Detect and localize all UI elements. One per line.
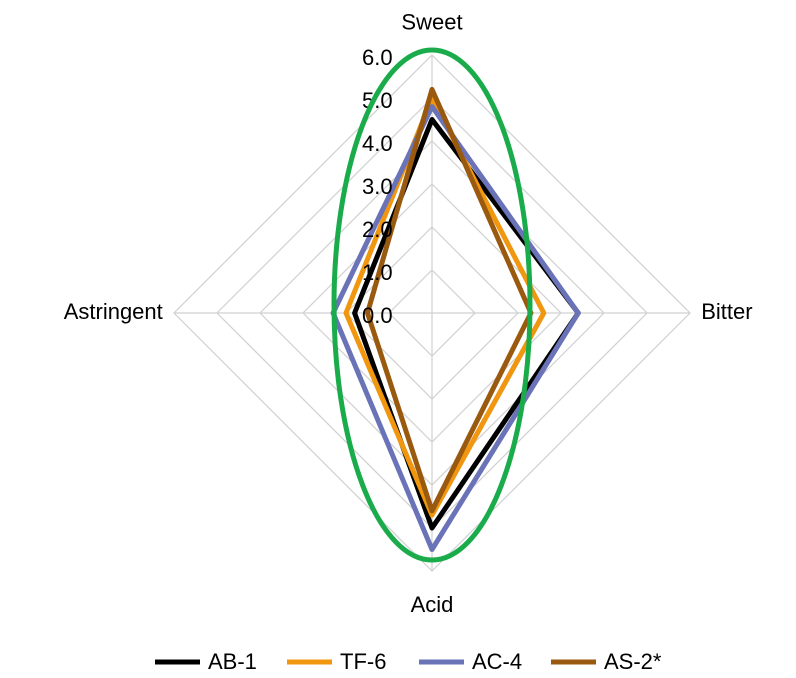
legend-label: AS-2* <box>604 649 662 674</box>
highlight-ellipse <box>331 47 533 563</box>
tick-label: 4.0 <box>362 131 393 156</box>
tick-label: 3.0 <box>362 174 393 199</box>
category-label: Sweet <box>401 10 462 35</box>
tick-label: 6.0 <box>362 45 393 70</box>
grid-ring <box>173 54 691 572</box>
category-label: Bitter <box>701 299 752 324</box>
grid-ring <box>259 140 605 486</box>
tick-label: 1.0 <box>362 260 393 285</box>
tick-label: 0.0 <box>362 303 393 328</box>
legend-label: AC-4 <box>472 649 522 674</box>
grid-ring <box>388 269 476 357</box>
series-line <box>343 95 547 518</box>
category-label: Acid <box>411 592 454 617</box>
series-line <box>365 86 534 514</box>
legend-label: TF-6 <box>340 649 386 674</box>
grid-ring <box>302 183 562 443</box>
category-label: Astringent <box>64 299 163 324</box>
legend-label: AB-1 <box>208 649 257 674</box>
tick-label: 2.0 <box>362 217 393 242</box>
